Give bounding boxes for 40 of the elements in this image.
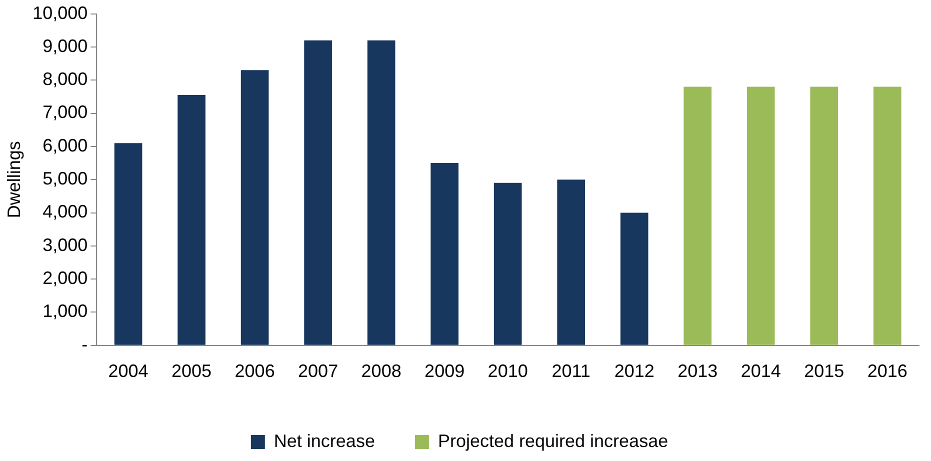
x-tick-label: 2016 <box>867 361 908 382</box>
bar <box>304 40 332 345</box>
bar <box>367 40 396 345</box>
bar <box>240 70 269 345</box>
y-tick-label: 10,000 <box>32 2 88 23</box>
y-tick-label: 4,000 <box>42 202 88 222</box>
legend-label: Projected required increasae <box>438 430 668 451</box>
y-tick-label: 7,000 <box>42 102 88 122</box>
y-tick-label: - <box>82 334 88 354</box>
y-tick-label: 9,000 <box>42 36 88 56</box>
x-tick-label: 2014 <box>740 361 781 382</box>
y-tick-label: 6,000 <box>42 135 88 156</box>
bar <box>494 182 522 345</box>
x-tick-label: 2011 <box>552 361 590 382</box>
bar <box>620 212 648 345</box>
x-tick-label: 2008 <box>361 361 402 382</box>
bar <box>873 86 902 345</box>
bar <box>810 86 838 345</box>
y-tick-label: 1,000 <box>42 301 88 322</box>
bar <box>430 163 458 345</box>
y-tick-label: 8,000 <box>42 69 88 90</box>
x-tick-label: 2015 <box>804 361 844 382</box>
y-tick-label: 5,000 <box>42 168 88 189</box>
x-tick-label: 2012 <box>614 361 654 382</box>
x-tick-label: 2010 <box>488 361 528 382</box>
y-tick-label: 2,000 <box>42 268 88 288</box>
bar <box>114 143 142 345</box>
x-tick-label: 2009 <box>424 361 465 382</box>
bar <box>746 86 775 345</box>
bar <box>178 95 206 345</box>
y-tick-label: 3,000 <box>42 234 88 255</box>
x-tick-label: 2004 <box>108 361 148 382</box>
bar <box>684 86 712 345</box>
x-tick-label: 2007 <box>298 361 338 382</box>
x-tick-label: 2006 <box>234 361 275 382</box>
legend-label: Net increase <box>274 430 375 451</box>
bar <box>557 180 585 345</box>
y-axis-title: Dwellings <box>4 141 24 218</box>
x-tick-label: 2013 <box>678 361 718 382</box>
x-tick-label: 2005 <box>172 361 212 382</box>
